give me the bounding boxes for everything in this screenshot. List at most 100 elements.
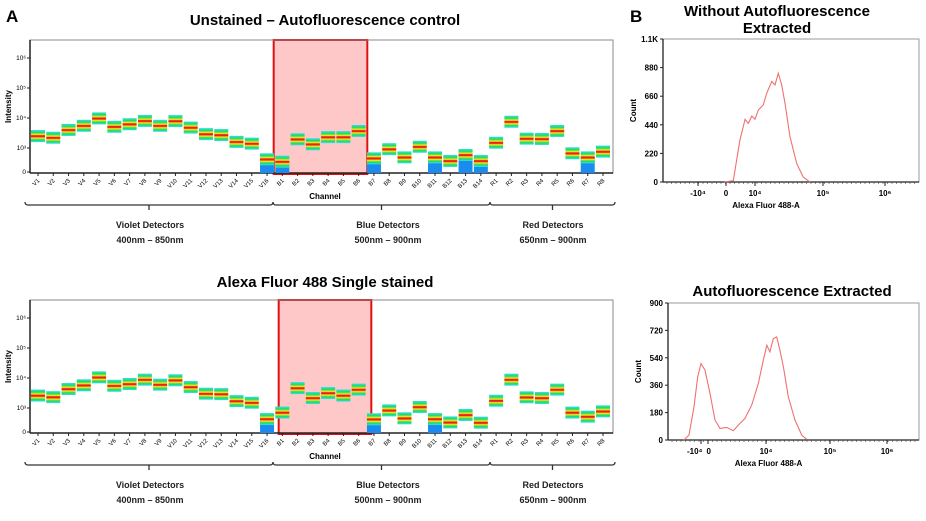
- y-tick-label: 10⁴: [16, 115, 26, 122]
- channel-label-B10: B10: [411, 178, 423, 190]
- x-tick-label: -10⁴: [690, 189, 706, 198]
- bar-V9: [153, 378, 168, 391]
- bar-V15: [244, 396, 259, 409]
- bar-B13: [458, 148, 473, 161]
- bar-B5: [336, 131, 351, 144]
- bar-V7: [122, 118, 137, 131]
- channel-label-B3: B3: [307, 438, 317, 448]
- channel-label-B12: B12: [442, 438, 454, 450]
- channel-label-V9: V9: [154, 178, 164, 188]
- bar-V8: [137, 114, 152, 127]
- bar-B6: [351, 124, 366, 137]
- x-tick-label: -10⁴: [687, 447, 703, 456]
- detector-group-name: Red Detectors: [522, 480, 583, 490]
- x-axis-label: Alexa Fluor 488-A: [735, 459, 803, 468]
- detector-group-name: Red Detectors: [522, 220, 583, 230]
- channel-label-V14: V14: [228, 178, 240, 190]
- bar-V14: [229, 135, 244, 148]
- channel-label-V11: V11: [183, 178, 195, 190]
- channel-label-B2: B2: [292, 178, 302, 188]
- y-axis-label: Intensity: [4, 350, 13, 383]
- bar-R5: [550, 383, 565, 396]
- x-axis-label: Channel: [309, 452, 341, 461]
- channel-label-R8: R8: [597, 438, 607, 448]
- bar-B10: [412, 400, 427, 413]
- channel-label-B5: B5: [337, 438, 347, 448]
- x-tick-label: 10⁶: [879, 189, 892, 198]
- channel-label-B9: B9: [398, 178, 408, 188]
- channel-label-B7: B7: [368, 178, 378, 188]
- channel-label-B4: B4: [322, 178, 332, 188]
- detector-group-range: 400nm – 850nm: [116, 235, 183, 245]
- bar-B1: [275, 406, 290, 419]
- highlight-region: [277, 299, 373, 435]
- channel-label-B6: B6: [353, 178, 363, 188]
- channel-label-R4: R4: [536, 178, 546, 188]
- channel-label-R3: R3: [520, 438, 530, 448]
- bar-R3: [519, 132, 534, 145]
- bar-B13: [458, 408, 473, 421]
- x-tick-label: 0: [707, 447, 712, 456]
- x-tick-label: 0: [724, 189, 729, 198]
- bar-V11: [183, 121, 198, 134]
- y-tick-label: 0: [654, 178, 659, 187]
- channel-label-B14: B14: [472, 178, 484, 190]
- channel-label-B6: B6: [353, 438, 363, 448]
- bar-V3: [61, 382, 76, 395]
- channel-label-R6: R6: [566, 178, 576, 188]
- bar-V16: [260, 413, 275, 426]
- detector-group-range: 650nm – 900nm: [519, 495, 586, 505]
- channel-label-R6: R6: [566, 438, 576, 448]
- x-tick-label: 10⁴: [749, 189, 762, 198]
- detector-group-range: 400nm – 850nm: [116, 495, 183, 505]
- bracket-0: [24, 201, 274, 210]
- bar-V8: [137, 373, 152, 386]
- bar-B5: [336, 389, 351, 402]
- spectrum-chart-unstained: 0 10³ 10⁴ 10⁵ 10⁶ Intensity V1 V2 V3 V4 V5 V6 V7 V8 V9…: [4, 39, 616, 245]
- channel-label-V16: V16: [259, 178, 271, 190]
- x-tick-label: 10⁴: [760, 447, 773, 456]
- plot-frame: [662, 38, 920, 183]
- y-axis-label: Intensity: [4, 90, 13, 123]
- channel-label-V13: V13: [213, 438, 225, 450]
- bar-B2: [290, 133, 305, 146]
- channel-label-B3: B3: [307, 178, 317, 188]
- channel-label-V4: V4: [78, 178, 88, 188]
- channel-label-V12: V12: [198, 438, 210, 450]
- bar-B6: [351, 383, 366, 396]
- channel-label-V16: V16: [259, 438, 271, 450]
- bar-V6: [107, 379, 122, 392]
- bar-V15: [244, 137, 259, 150]
- bar-V2: [46, 391, 61, 404]
- y-tick-label: 440: [645, 121, 659, 130]
- detector-group-range: 500nm – 900nm: [354, 495, 421, 505]
- spectrum-chart-single-stained: 0 10³ 10⁴ 10⁵ 10⁶ Intensity V1 V2 V3 V4 V5 V6 V7 V8 V9…: [4, 299, 616, 505]
- y-tick-label: 660: [645, 92, 659, 101]
- chart-title-single-stained: Alexa Fluor 488 Single stained: [217, 274, 434, 291]
- channel-label-B7: B7: [368, 438, 378, 448]
- bar-R3: [519, 391, 534, 404]
- bar-B14: [473, 416, 488, 429]
- y-tick-label: 220: [645, 149, 659, 158]
- channel-label-B5: B5: [337, 178, 347, 188]
- detector-group-range: 500nm – 900nm: [354, 235, 421, 245]
- channel-label-V15: V15: [243, 438, 255, 450]
- y-tick-label: 880: [645, 64, 659, 73]
- chart-title-af-extracted: Autofluorescence Extracted: [692, 283, 891, 300]
- bar-B8: [382, 143, 397, 156]
- channel-label-V5: V5: [93, 178, 103, 188]
- channel-label-R1: R1: [490, 178, 500, 188]
- y-tick-label: 540: [650, 354, 664, 363]
- detector-group-name: Violet Detectors: [116, 480, 184, 490]
- channel-label-V10: V10: [167, 438, 179, 450]
- x-axis-label: Channel: [309, 192, 341, 201]
- y-tick-label: 0: [659, 436, 664, 445]
- bar-V1: [31, 130, 45, 143]
- channel-label-B8: B8: [383, 438, 393, 448]
- bar-B3: [305, 138, 320, 151]
- channel-label-B12: B12: [442, 178, 454, 190]
- bracket-1: [272, 461, 491, 470]
- channel-label-V2: V2: [47, 178, 57, 188]
- bar-R4: [534, 132, 549, 145]
